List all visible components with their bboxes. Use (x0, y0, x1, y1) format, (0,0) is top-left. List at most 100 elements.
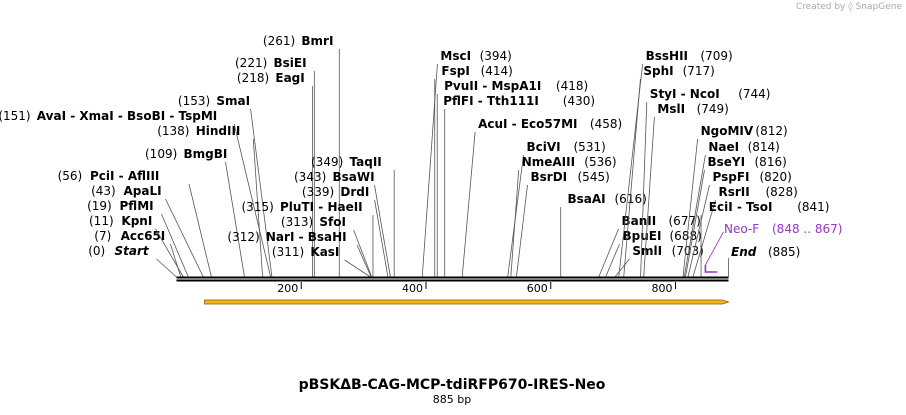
site-bmri: (261) BmrI (263, 34, 340, 277)
site-connector-line (683, 154, 706, 278)
site-enzyme-name: TaqII (350, 155, 382, 169)
end-marker-name: End (731, 245, 757, 259)
site-enzyme-name: PvuII - MspA1I (444, 79, 541, 93)
site-position: (311) (272, 245, 304, 259)
site-position: (688) (670, 229, 702, 243)
site-connector-line (188, 183, 212, 278)
site-position: (7) (94, 229, 111, 243)
site-eagi: (218) EagI (237, 71, 313, 277)
site-enzyme-name: BsrDI (531, 170, 568, 184)
site-connector-line (421, 63, 438, 278)
primer-neo-f-connector (705, 231, 724, 266)
primer-neo-f-arrow (704, 265, 718, 273)
site-bsawi: (343) BsaWI (294, 170, 391, 278)
site-position: (709) (700, 49, 732, 63)
site-ngomiv: (812)NgoMIV (682, 124, 788, 278)
site-position: (545) (578, 170, 610, 184)
restriction-sites: (0) Start (7) Acc65I (11) KpnI (19) PflMI (43) Ap… (0, 34, 829, 278)
site-enzyme-name: BssHII (646, 49, 688, 63)
site-position: (814) (748, 140, 780, 154)
site-position: (717) (683, 64, 715, 78)
site-position: (313) (281, 215, 313, 229)
site-pspfi: (820) PspFI (687, 170, 792, 278)
site-enzyme-name: AcuI - Eco57MI (478, 117, 577, 131)
site-enzyme-name: BsaWI (333, 170, 375, 184)
site-enzyme-name: SfoI (319, 215, 346, 229)
site-position: (151) (0, 109, 31, 123)
site-connector-line (353, 229, 373, 278)
site-position: (828) (766, 185, 798, 199)
site-enzyme-name: SphI (643, 64, 673, 78)
sequence-length-label: 885 bp (433, 393, 471, 406)
site-position: (394) (480, 49, 512, 63)
site-styi-ncoi: (744) StyI - NcoI (640, 87, 770, 278)
site-position: (458) (590, 117, 622, 131)
site-enzyme-name: PciI - AflIII (90, 169, 159, 183)
site-enzyme-name: SmaI (216, 94, 250, 108)
site-position: (841) (797, 200, 829, 214)
site-smli: (703) SmlI (614, 244, 704, 278)
site-position: (536) (584, 155, 616, 169)
site-position: (315) (242, 200, 274, 214)
site-connector-line (161, 213, 189, 278)
site-enzyme-name: HindIII (196, 124, 241, 138)
axis-tick-label-400: 400 (402, 282, 423, 295)
site-position: (56) (58, 169, 83, 183)
site-enzyme-name: ApaLI (124, 184, 162, 198)
site-connector-line (682, 138, 698, 278)
site-naei: (814) NaeI (683, 140, 780, 278)
site-connector-line (614, 258, 630, 278)
site-connector-line (356, 244, 372, 278)
site-connector-line (516, 184, 528, 278)
credit-brand: SnapGene (855, 2, 902, 12)
axis-tick-label-200: 200 (277, 282, 298, 295)
features: Neo-F (848 .. 867) End (885) (204, 222, 842, 305)
axis-tick-label-600: 600 (527, 282, 548, 295)
site-position: (19) (87, 199, 112, 213)
site-bsrdi: (545) BsrDI (516, 170, 610, 278)
site-position: (816) (755, 155, 787, 169)
site-connector-line (623, 78, 641, 278)
site-pluti-haeii: (315) PluTI - HaeII (242, 200, 374, 277)
primer-neo-f-name: Neo-F (724, 222, 759, 236)
site-connector-line (344, 259, 371, 278)
snapgene-credit: Created by ◊ SnapGene (796, 2, 902, 12)
site-enzyme-name: FspI (441, 64, 469, 78)
site-position: (43) (91, 184, 116, 198)
site-position: (11) (89, 214, 114, 228)
site-connector-line (510, 169, 520, 278)
site-connector-line (374, 199, 389, 278)
site-enzyme-name: Acc65I (121, 229, 166, 243)
end-marker-position: (885) (768, 245, 800, 259)
site-enzyme-name: NgoMIV (701, 124, 754, 138)
site-bsiei: (221) BsiEI (235, 56, 315, 277)
site-avai-xmai-bsobi-tspmi: (151) AvaI - XmaI - BsoBI - TspMI (0, 109, 272, 278)
site-enzyme-name: BciVI (527, 140, 561, 154)
site-nmeaiii: (536) NmeAIII (510, 155, 617, 278)
site-enzyme-name: MscI (440, 49, 471, 63)
site-nari-bsahi: (312) NarI - BsaHI (227, 230, 372, 278)
site-hindiii: (138) HindIII (157, 124, 263, 278)
site-position: (349) (311, 155, 343, 169)
site-enzyme-name: PspFI (713, 170, 750, 184)
site-position: (749) (697, 102, 729, 116)
site-ecii-tsoi: (841) EciI - TsoI (700, 200, 829, 277)
site-connector-line (692, 199, 716, 278)
site-enzyme-name: RsrII (719, 185, 750, 199)
site-acui-eco57mi: (458) AcuI - Eco57MI (461, 117, 622, 278)
site-position: (677) (669, 214, 701, 228)
site-enzyme-name: BmgBI (184, 147, 228, 161)
site-connector-line (643, 116, 655, 278)
site-enzyme-name: NmeAIII (522, 155, 575, 169)
site-connector-line (687, 184, 710, 278)
axis-tick-label-800: 800 (651, 282, 672, 295)
site-enzyme-name: PflFI - Tth111I (443, 94, 539, 108)
site-enzyme-name: DrdI (340, 185, 369, 199)
site-enzyme-name: BanII (622, 214, 657, 228)
site-enzyme-name: BseYI (708, 155, 746, 169)
site-acc65i: (7) Acc65I (94, 229, 182, 278)
site-connector-line (155, 228, 184, 278)
sequence-backbone: 200 400 600 800 (176, 276, 729, 295)
site-position: (312) (227, 230, 259, 244)
site-position: (138) (157, 124, 189, 138)
